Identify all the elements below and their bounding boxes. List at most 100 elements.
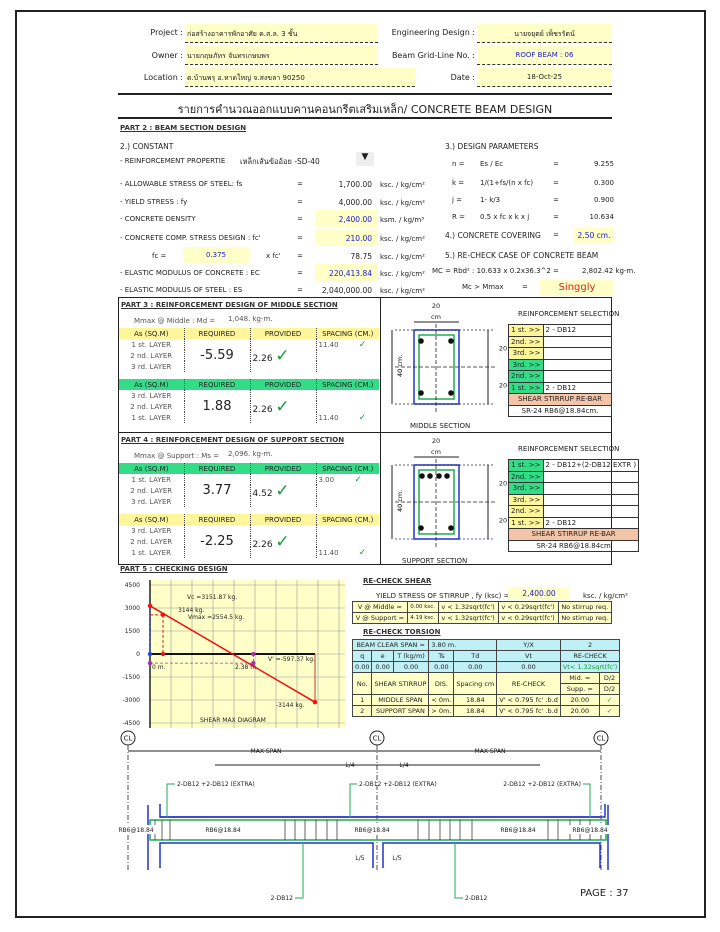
- cl-label: CL: [124, 735, 133, 743]
- torsion-value: 0.00: [496, 661, 561, 673]
- shear-cell: V @ Middle =: [352, 601, 408, 613]
- const-value: 4,000.00: [338, 198, 372, 207]
- stirrup-label: RB6@18.84: [572, 827, 607, 834]
- torsion-value: 0.00: [392, 661, 430, 673]
- layer-label: 3 rd. LAYER: [131, 526, 172, 535]
- const-value[interactable]: 220,413.84: [315, 264, 378, 281]
- column-header: REQUIRED: [183, 328, 250, 339]
- const-label: - CONCRETE COMP. STRESS DESIGN : fc': [120, 234, 261, 242]
- const-eq: =: [297, 252, 303, 260]
- stirrup-title: SHEAR STIRRUP RE-BAR: [507, 528, 640, 541]
- param-expr: 1- k/3: [480, 196, 501, 204]
- torsion-value: 0.00: [428, 661, 455, 673]
- half-dim: 20: [499, 480, 507, 488]
- rebar: [444, 473, 450, 479]
- const-value: 78.75: [350, 252, 372, 261]
- engineer-label: Engineering Design :: [391, 28, 475, 37]
- page-title: รายการคำนวณออกแบบคานคอนกรีตเสริมเหล็ก/ C…: [118, 93, 612, 119]
- check-icon: ✓: [275, 531, 290, 552]
- l5-label: L/5: [355, 855, 364, 862]
- param-value: 0.900: [593, 196, 614, 204]
- const-value[interactable]: 210.00: [315, 229, 378, 246]
- layer-bars[interactable]: [542, 505, 640, 518]
- const-label: - YIELD STRESS : fy: [120, 198, 188, 206]
- const-value[interactable]: 2,400.00: [315, 210, 378, 227]
- beam-bottom-outline: [382, 842, 601, 868]
- required-value: 3.77: [183, 474, 250, 507]
- cell: 18.84: [453, 694, 498, 706]
- data-point: [251, 660, 256, 666]
- table-header: As (SQ.M) REQUIRED PROVIDED SPACING (CM.): [119, 328, 379, 339]
- selection-row: 1 st. >> 2 - DB12: [508, 516, 640, 529]
- column-header: SPACING (CM.): [315, 463, 379, 474]
- rebar: [448, 338, 454, 344]
- layer-label: 1 st. LAYER: [131, 475, 171, 484]
- params-title: 3.) DESIGN PARAMETERS: [445, 142, 539, 151]
- layer-key: 3rd. >>: [508, 347, 544, 360]
- leader-top: [349, 783, 357, 818]
- date-value: 18-Oct-25: [477, 68, 612, 87]
- const-unit: ksc. / kg/cm²: [380, 287, 425, 295]
- spacing-value: 3.00: [318, 475, 335, 484]
- shear-cell: v < 0.29sqrt(fc'): [497, 601, 559, 613]
- part5-title: PART 5 : CHECKING DESIGN: [120, 565, 228, 573]
- torsion-header: T (kg/m): [392, 650, 430, 662]
- const-label: - ELASTIC MODULUS OF CONCRETE : EC: [120, 269, 260, 277]
- chart-annotation: Vc =3151.87 kg.: [187, 594, 237, 601]
- cell: 1: [351, 694, 373, 706]
- selection-row: 2nd. >>: [508, 335, 613, 348]
- table-row: 3 rd. LAYER 1.88 2.26 ✓: [119, 390, 379, 423]
- table-row: 2 nd. LAYER: [119, 401, 379, 412]
- height-label: 40 cm.: [396, 490, 404, 512]
- max-span-label: MAX SPAN: [251, 748, 282, 755]
- part3-selection-title: REINFORCEMENT SELECTION: [518, 310, 620, 318]
- shear-cell: V @ Support =: [352, 612, 408, 624]
- divider: [380, 297, 381, 565]
- required-value: -5.59: [183, 339, 250, 372]
- column-header: As (SQ.M): [134, 380, 169, 389]
- const-label: - REINFORCEMENT PROPERTIE: [120, 157, 226, 165]
- stirrup-row: 2 SUPPORT SPAN > 0m. 18.84 V' < 0.795 fc' .b…: [351, 705, 621, 717]
- shear-cell: v < 0.29sqrt(fc'): [497, 612, 559, 624]
- grid-value: ROOF BEAM : 06: [477, 46, 612, 65]
- const-unit: ksc. / kg/cm²: [380, 199, 425, 207]
- column-header: REQUIRED: [183, 514, 250, 525]
- cell: 18.84: [453, 705, 498, 717]
- part4-moment-label: Mmax @ Support : Ms =: [134, 452, 219, 460]
- torsion-value: 0.00: [371, 661, 394, 673]
- col-stirrup: SHEAR STIRRUP: [371, 672, 430, 695]
- layer-label: 2 nd. LAYER: [130, 486, 173, 495]
- param-symbol: R =: [452, 213, 465, 221]
- covering-eq: =: [553, 231, 559, 239]
- fc-factor: 0.375: [183, 247, 249, 263]
- table-row: 1 st. LAYER 3.77 4.52 ✓ 3.00 ✓: [119, 474, 379, 507]
- column-header: SPACING (CM.): [315, 328, 379, 339]
- check-icon: ✓: [358, 547, 367, 558]
- page-number: PAGE : 37: [580, 888, 629, 899]
- mc-expression: MC = Rbd² : 10.633 x 0.2x36.3^2: [432, 267, 551, 275]
- design-box: [118, 297, 612, 565]
- table-header: As (SQ.M) REQUIRED PROVIDED SPACING (CM.): [119, 463, 379, 474]
- column-header: REQUIRED: [183, 463, 250, 474]
- column-header: REQUIRED: [183, 379, 250, 390]
- width-label: 20: [432, 302, 440, 310]
- rebar: [427, 473, 433, 479]
- layer-bars[interactable]: 2 - DB12: [542, 516, 640, 529]
- check-icon: ✓: [598, 694, 621, 706]
- shear-cell: 0.00 ksc.: [406, 601, 439, 613]
- check-icon: ✓: [358, 339, 367, 350]
- const-unit: ksc. / kg/cm²: [380, 235, 425, 243]
- height-label: 40 cm.: [396, 355, 404, 377]
- bottom-bar-label: 2-DB12: [271, 895, 294, 902]
- spacing-value: 11.40: [318, 340, 339, 349]
- provided-value: 2.26: [252, 539, 273, 550]
- leader-bottom: [295, 842, 304, 899]
- layer-label: 2 nd. LAYER: [130, 351, 173, 360]
- dropdown-arrow-icon[interactable]: ▼: [356, 152, 374, 166]
- part3-moment-value: 1,048. kg-m.: [228, 315, 273, 323]
- col-recheck: RE-CHECK: [496, 672, 561, 695]
- mc-result: Singgly: [540, 280, 614, 296]
- param-value: 9.255: [593, 160, 614, 168]
- fc-factor-label: x fc': [266, 252, 281, 260]
- rebar: [436, 473, 442, 479]
